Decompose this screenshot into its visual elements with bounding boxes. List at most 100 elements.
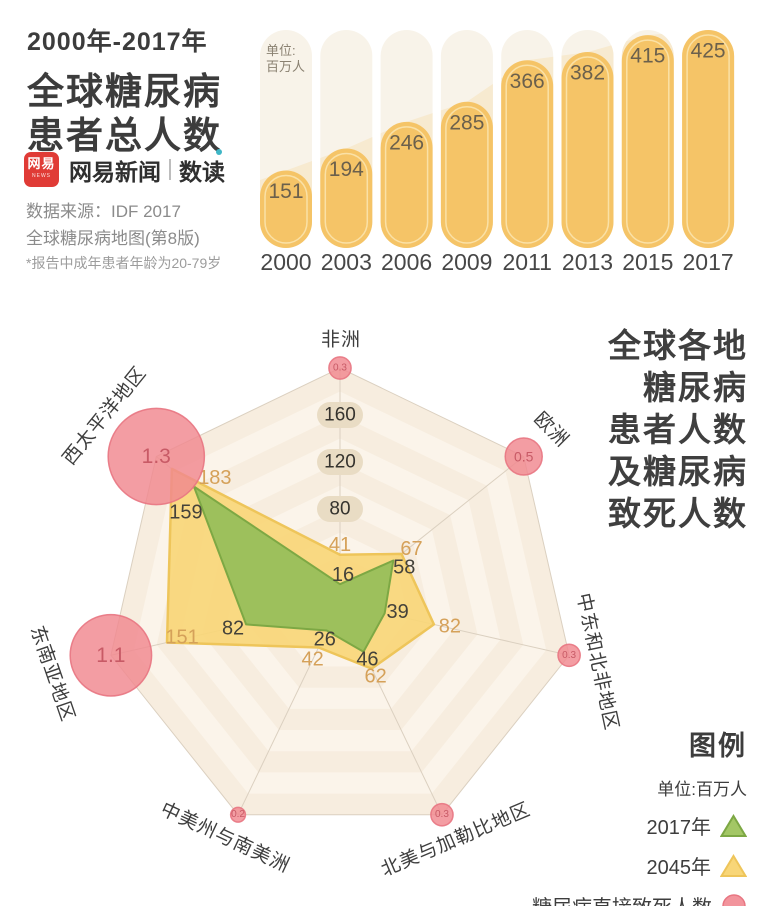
region-label-东南亚地区: 东南亚地区: [26, 623, 79, 725]
bar-2000: [260, 170, 312, 248]
bar-year-label: 2006: [381, 249, 432, 275]
bar-2017: [682, 30, 735, 248]
green-triangle-icon: [720, 813, 747, 837]
bar-inner-outline: [565, 56, 610, 244]
legend-unit: 单位:百万人: [657, 780, 747, 799]
bar-value-label: 366: [510, 70, 545, 93]
legend-item-2017: 2017年: [532, 811, 747, 840]
bar-value-label: 285: [449, 111, 484, 134]
radar-value-2045: 151: [165, 626, 198, 648]
region-label-非洲: 非洲: [321, 329, 361, 351]
death-bubble-非洲: [328, 356, 352, 380]
legend-item-label: 2045年: [646, 857, 712, 879]
death-bubble-北美与加勒比地区: [430, 802, 454, 827]
death-bubble-value: 0.3: [562, 650, 576, 661]
radar-title-line: 患者人数: [608, 411, 748, 448]
death-bubble-中东和北非地区: [557, 643, 581, 668]
bar-year-label: 2015: [622, 249, 673, 275]
bar-value-label: 246: [389, 131, 424, 154]
bar-chart: 151 2000 194 2003 246 2006 285 2009 366 2011 382 20…: [260, 30, 735, 275]
death-bubble-中美州与南美洲: [229, 806, 247, 823]
radar-value-2045: 82: [439, 615, 461, 637]
radar-value-2045: 42: [301, 648, 323, 670]
title-main-2: 患者总人数: [27, 115, 222, 156]
bar-year-label: 2003: [321, 249, 372, 275]
bar-2009: [440, 101, 493, 248]
bar-year-label: 2009: [441, 249, 492, 275]
bar-2013: [561, 52, 614, 248]
radar-value-2017: 58: [393, 557, 415, 579]
death-bubble-value: 1.1: [96, 644, 125, 667]
radar-chart: 80 120 160 41 67 82 62 42 151 183 16 58 39 46 26 82 159 0…: [26, 329, 623, 881]
radar-value-2045: 67: [400, 538, 422, 560]
bar-inner-outline: [505, 64, 549, 244]
radar-series-2017: [192, 485, 395, 653]
legend-item-label: 糖尿病直接致死人数: [532, 891, 712, 906]
legend-item-2045: 2045年: [532, 851, 747, 880]
radar-title-line: 及糖尿病: [608, 453, 748, 490]
radar-title-line: 致死人数: [608, 495, 748, 532]
bar-value-label: 194: [329, 158, 364, 181]
bar-inner-outline: [384, 126, 429, 244]
radar-tick-pill: [317, 402, 363, 428]
bar-value-label: 382: [570, 62, 605, 85]
footnote: *报告中成年患者年龄为20-79岁: [26, 255, 222, 271]
bar-inner-outline: [626, 39, 670, 244]
brand-row: 网易 NEWS 网易新闻 数读: [24, 148, 225, 187]
region-label-中东和北非地区: 中东和北非地区: [572, 591, 623, 733]
radar-title-line: 糖尿病: [643, 369, 748, 406]
death-bubble-东南亚地区: [69, 613, 153, 697]
netease-logo: 网易 NEWS: [24, 152, 59, 187]
radar-value-2017: 46: [356, 649, 378, 671]
radar-tick-pill: [317, 496, 363, 522]
bar-unit-label: 百万人: [266, 59, 305, 74]
brand-name: 网易新闻: [69, 158, 161, 185]
death-bubble-value: 0.5: [514, 448, 534, 464]
bar-value-label: 151: [268, 180, 303, 203]
bar-year-label: 2017: [683, 249, 734, 275]
radar-value-2017: 39: [387, 601, 409, 623]
legend-item-label: 2017年: [646, 817, 712, 839]
radar-section-title: 全球各地 糖尿病 患者人数 及糖尿病 致死人数: [608, 325, 748, 535]
radar-value-2017: 82: [222, 617, 244, 639]
death-bubble-value: 0.3: [435, 809, 449, 820]
radar-tick-pill: [317, 449, 363, 475]
teal-accent-dot: [216, 148, 222, 155]
death-bubble-value: 0.2: [231, 809, 245, 820]
death-bubble-value: 0.3: [333, 363, 347, 374]
bar-2011: [501, 60, 554, 248]
radar-value-2017: 159: [169, 502, 202, 524]
radar-title-line: 全球各地: [608, 327, 748, 364]
bar-value-label: 425: [691, 40, 726, 63]
brand-divider: [169, 159, 171, 180]
brand-subname: 数读: [179, 148, 225, 187]
source-line-1: 数据来源：IDF 2017: [26, 202, 181, 221]
legend: 图例 单位:百万人 2017年 2045年 糖尿病直接致死人数: [532, 724, 747, 906]
radar-value-2045: 183: [198, 467, 231, 489]
netease-logo-text: 网易: [27, 155, 56, 171]
netease-logo-subtext: NEWS: [32, 172, 51, 179]
death-bubble-欧洲: [504, 437, 543, 476]
pink-circle-icon: [722, 893, 746, 906]
radar-tick-label: 80: [329, 499, 350, 520]
bar-2003: [320, 148, 373, 248]
radar-tick-label: 120: [324, 452, 356, 473]
bar-year-label: 2000: [260, 249, 311, 275]
title-years: 2000年-2017年: [27, 28, 208, 56]
bar-unit-label: 单位:: [266, 43, 296, 58]
yellow-triangle-icon: [720, 853, 747, 877]
bar-value-label: 415: [630, 45, 665, 68]
radar-value-2017: 26: [314, 629, 336, 651]
source-line-2: 全球糖尿病地图(第8版): [26, 229, 200, 248]
data-source: 数据来源：IDF 2017 全球糖尿病地图(第8版): [26, 198, 200, 252]
title-main-1: 全球糖尿病: [27, 71, 222, 112]
radar-value-2017: 16: [332, 564, 354, 586]
bar-inner-outline: [445, 106, 489, 244]
bar-year-label: 2013: [562, 249, 613, 275]
radar-tick-label: 160: [324, 405, 356, 426]
bar-2006: [380, 121, 433, 248]
bar-year-label: 2011: [502, 249, 551, 275]
death-bubble-西太平洋地区: [107, 407, 206, 506]
legend-item-deaths: 糖尿病直接致死人数: [532, 891, 747, 906]
legend-heading: 图例: [689, 731, 747, 761]
